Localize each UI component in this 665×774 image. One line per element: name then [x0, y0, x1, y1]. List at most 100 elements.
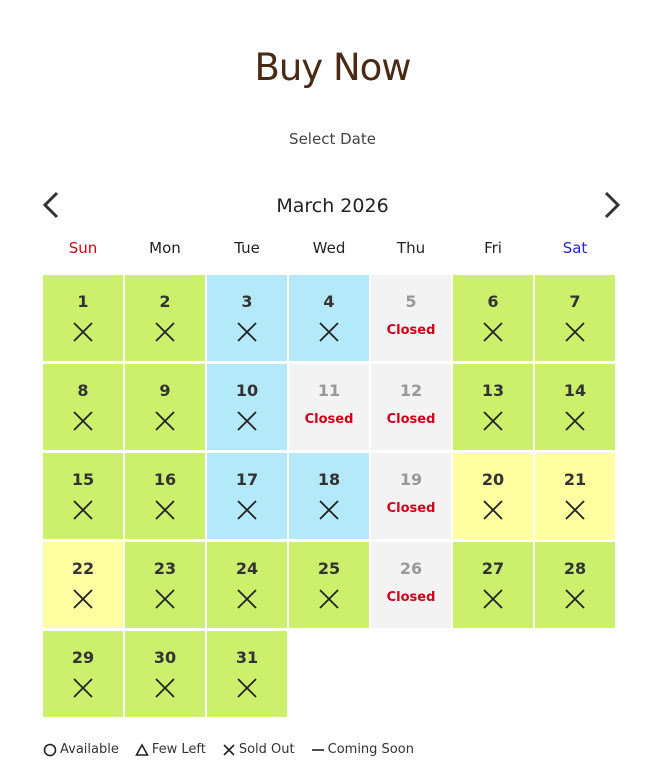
day-cell-9[interactable]: 9: [125, 364, 205, 450]
day-cell-6[interactable]: 6: [453, 275, 533, 361]
weekday-sun: Sun: [68, 239, 98, 257]
x-icon: [237, 589, 257, 609]
day-number: 2: [159, 292, 171, 311]
x-icon: [319, 322, 339, 342]
day-cell-31[interactable]: 31: [207, 631, 287, 717]
day-number: 24: [235, 559, 259, 578]
day-cell-4[interactable]: 4: [289, 275, 369, 361]
day-cell-27[interactable]: 27: [453, 542, 533, 628]
day-number: 20: [481, 470, 505, 489]
month-label: March 2026: [276, 195, 389, 217]
legend-label: Available: [60, 742, 119, 757]
day-number: 8: [77, 381, 89, 400]
day-number: 7: [569, 292, 581, 311]
x-icon: [483, 322, 503, 342]
day-number: 18: [317, 470, 341, 489]
x-icon: [155, 322, 175, 342]
day-cell-18[interactable]: 18: [289, 453, 369, 539]
triangle-icon: [134, 742, 149, 756]
day-number: 21: [563, 470, 587, 489]
x-icon: [73, 589, 93, 609]
x-icon: [565, 500, 585, 520]
x-icon: [237, 500, 257, 520]
day-cell-14[interactable]: 14: [535, 364, 615, 450]
day-number: 31: [235, 648, 259, 667]
x-icon: [73, 411, 93, 431]
day-number: 9: [159, 381, 171, 400]
legend-label: Sold Out: [238, 742, 295, 757]
x-icon: [483, 500, 503, 520]
day-number: 30: [153, 648, 177, 667]
legend: Available Few Left Sold Out Coming Soon: [43, 742, 414, 757]
x-icon: [155, 589, 175, 609]
x-icon: [483, 411, 503, 431]
next-month-button[interactable]: [600, 190, 624, 220]
weekday-header: Sun Mon Tue Wed Thu Fri Sat: [43, 239, 615, 257]
day-cell-29[interactable]: 29: [43, 631, 123, 717]
day-number: 3: [241, 292, 253, 311]
day-number: 1: [77, 292, 89, 311]
page-title: Buy Now: [254, 46, 411, 89]
weekday-thu: Thu: [396, 239, 426, 257]
weekday-mon: Mon: [149, 239, 181, 257]
day-cell-8[interactable]: 8: [43, 364, 123, 450]
day-cell-25[interactable]: 25: [289, 542, 369, 628]
day-cell-28[interactable]: 28: [535, 542, 615, 628]
x-icon: [237, 322, 257, 342]
chevron-right-icon: [604, 191, 621, 219]
x-icon: [73, 500, 93, 520]
day-cell-21[interactable]: 21: [535, 453, 615, 539]
closed-label: Closed: [386, 501, 436, 516]
day-cell-22[interactable]: 22: [43, 542, 123, 628]
day-cell-16[interactable]: 16: [125, 453, 205, 539]
day-number: 12: [399, 381, 423, 400]
select-date-label: Select Date: [289, 130, 376, 148]
x-icon: [483, 589, 503, 609]
day-number: 6: [487, 292, 499, 311]
legend-label: Coming Soon: [327, 742, 414, 757]
closed-label: Closed: [386, 590, 436, 605]
day-number: 17: [235, 470, 259, 489]
day-number: 26: [399, 559, 423, 578]
dash-icon: [311, 748, 324, 751]
x-icon: [155, 500, 175, 520]
day-cell-15[interactable]: 15: [43, 453, 123, 539]
day-cell-10[interactable]: 10: [207, 364, 287, 450]
legend-available: Available: [43, 742, 119, 757]
closed-label: Closed: [386, 323, 436, 338]
day-cell-19: 19 Closed: [371, 453, 451, 539]
day-cell-7[interactable]: 7: [535, 275, 615, 361]
x-icon: [565, 411, 585, 431]
weekday-sat: Sat: [562, 239, 588, 257]
chevron-left-icon: [42, 191, 59, 219]
day-cell-11: 11 Closed: [289, 364, 369, 450]
calendar-grid: 1 2 3 4 5 Closed 6 7 8 9 10 11 Closed 12 Closed 13 14 15 1…: [43, 275, 615, 717]
day-cell-13[interactable]: 13: [453, 364, 533, 450]
day-cell-24[interactable]: 24: [207, 542, 287, 628]
day-cell-17[interactable]: 17: [207, 453, 287, 539]
x-icon: [223, 743, 235, 756]
day-number: 19: [399, 470, 423, 489]
day-cell-20[interactable]: 20: [453, 453, 533, 539]
day-cell-23[interactable]: 23: [125, 542, 205, 628]
prev-month-button[interactable]: [40, 190, 64, 220]
day-number: 28: [563, 559, 587, 578]
weekday-tue: Tue: [234, 239, 260, 257]
legend-coming-soon: Coming Soon: [311, 742, 414, 757]
legend-label: Few Left: [151, 742, 206, 757]
day-number: 5: [405, 292, 417, 311]
day-number: 22: [71, 559, 95, 578]
day-cell-26: 26 Closed: [371, 542, 451, 628]
weekday-fri: Fri: [484, 239, 502, 257]
day-number: 14: [563, 381, 587, 400]
day-cell-30[interactable]: 30: [125, 631, 205, 717]
day-number: 23: [153, 559, 177, 578]
day-number: 16: [153, 470, 177, 489]
legend-sold-out: Sold Out: [222, 742, 295, 757]
weekday-wed: Wed: [312, 239, 346, 257]
x-icon: [319, 500, 339, 520]
day-cell-3[interactable]: 3: [207, 275, 287, 361]
day-number: 4: [323, 292, 335, 311]
day-cell-2[interactable]: 2: [125, 275, 205, 361]
day-cell-1[interactable]: 1: [43, 275, 123, 361]
